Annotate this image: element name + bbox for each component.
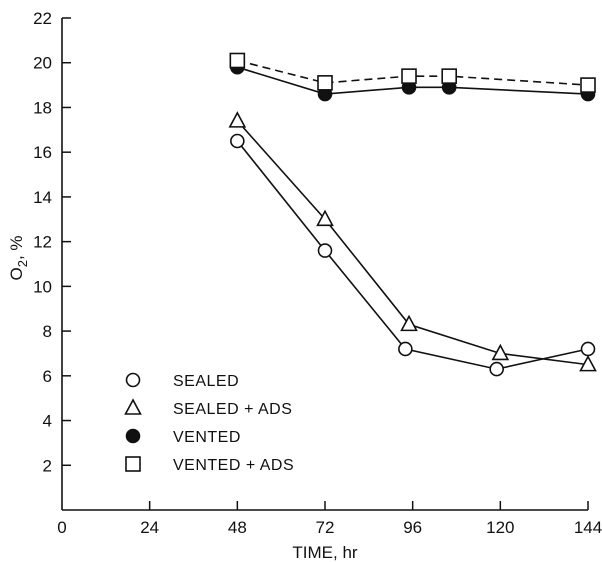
legend-marker	[125, 372, 141, 388]
y-tick-label: 12	[33, 233, 52, 252]
data-point	[398, 341, 413, 357]
y-tick-label: 10	[33, 277, 52, 296]
x-tick-label: 0	[57, 518, 66, 537]
y-tick-label: 20	[33, 54, 52, 73]
data-point	[316, 209, 334, 227]
data-point	[489, 361, 504, 377]
data-point	[580, 77, 596, 93]
y-tick-label: 18	[33, 98, 52, 117]
x-tick-label: 96	[403, 518, 422, 537]
y-tick-label: 22	[33, 9, 52, 28]
y-axis-label: O2, %	[7, 235, 30, 280]
y-tick-label: 14	[33, 188, 52, 207]
legend: SEALED SEALED + ADS VENTED VENTED + ADS	[124, 372, 294, 474]
y-tick-label: 2	[43, 456, 52, 475]
y-tick-label: 8	[43, 322, 52, 341]
data-point	[441, 68, 457, 84]
data-point	[579, 354, 597, 372]
data-point	[401, 68, 417, 84]
x-axis-label: TIME, hr	[292, 543, 358, 562]
legend-label: SEALED + ADS	[173, 401, 292, 418]
legend-marker	[125, 456, 141, 472]
data-point	[229, 52, 246, 69]
legend-marker	[124, 398, 142, 415]
x-tick-label: 144	[574, 518, 602, 537]
legend-label: SEALED	[173, 373, 239, 390]
x-tick-label: 24	[140, 518, 159, 537]
series-sealed-ads	[228, 111, 597, 372]
y-tick-label: 16	[33, 143, 52, 162]
y-tick-label: 6	[43, 367, 52, 386]
data-point	[491, 343, 510, 361]
data-point	[317, 75, 333, 91]
series-sealed	[230, 133, 596, 377]
data-point	[230, 133, 245, 149]
y-tick-label: 4	[43, 412, 52, 431]
series-line	[236, 140, 589, 370]
x-tick-label: 72	[316, 518, 335, 537]
data-point	[317, 243, 333, 258]
series-group	[228, 52, 597, 377]
legend-label: VENTED	[173, 429, 241, 446]
data-point	[400, 314, 418, 332]
data-point	[228, 111, 247, 128]
series-vented-ads	[229, 52, 596, 93]
x-tick-label: 120	[486, 518, 514, 537]
legend-label: VENTED + ADS	[173, 457, 294, 474]
x-tick-label: 48	[228, 518, 247, 537]
data-point	[580, 341, 596, 357]
legend-marker	[125, 428, 141, 444]
